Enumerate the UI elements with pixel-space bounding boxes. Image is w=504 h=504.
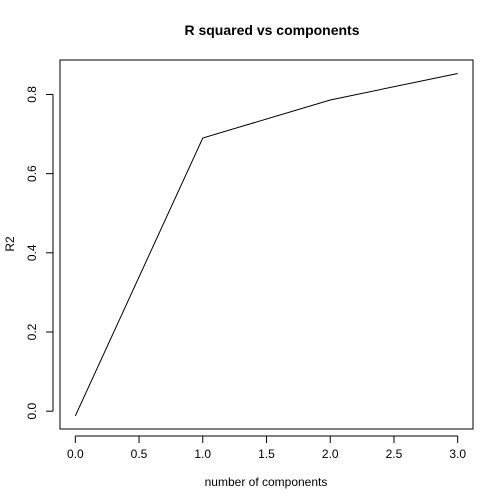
y-tick-label: 0.4 [25, 244, 39, 261]
x-tick-label: 2.5 [386, 447, 403, 461]
x-tick-label: 0.5 [131, 447, 148, 461]
series-line [74, 72, 458, 417]
chart-title: R squared vs components [184, 22, 359, 38]
x-axis-label: number of components [205, 475, 328, 489]
y-tick-label: 0.2 [25, 323, 39, 340]
y-tick-label: 0.8 [25, 86, 39, 103]
x-axis: 0.0 0.5 1.0 1.5 2.0 2.5 3.0 [67, 435, 466, 461]
x-tick-label: 2.0 [322, 447, 339, 461]
y-tick-label: 0.0 [25, 403, 39, 420]
y-axis: 0.0 0.2 0.4 0.6 0.8 [25, 86, 54, 420]
plot-frame [59, 59, 474, 430]
x-tick-label: 1.0 [194, 447, 211, 461]
y-axis-label: R2 [3, 236, 17, 252]
x-tick-label: 1.5 [258, 447, 275, 461]
x-tick-label: 3.0 [449, 447, 466, 461]
series-group [74, 72, 458, 417]
y-tick-label: 0.6 [25, 165, 39, 182]
x-tick-label: 0.0 [67, 447, 84, 461]
